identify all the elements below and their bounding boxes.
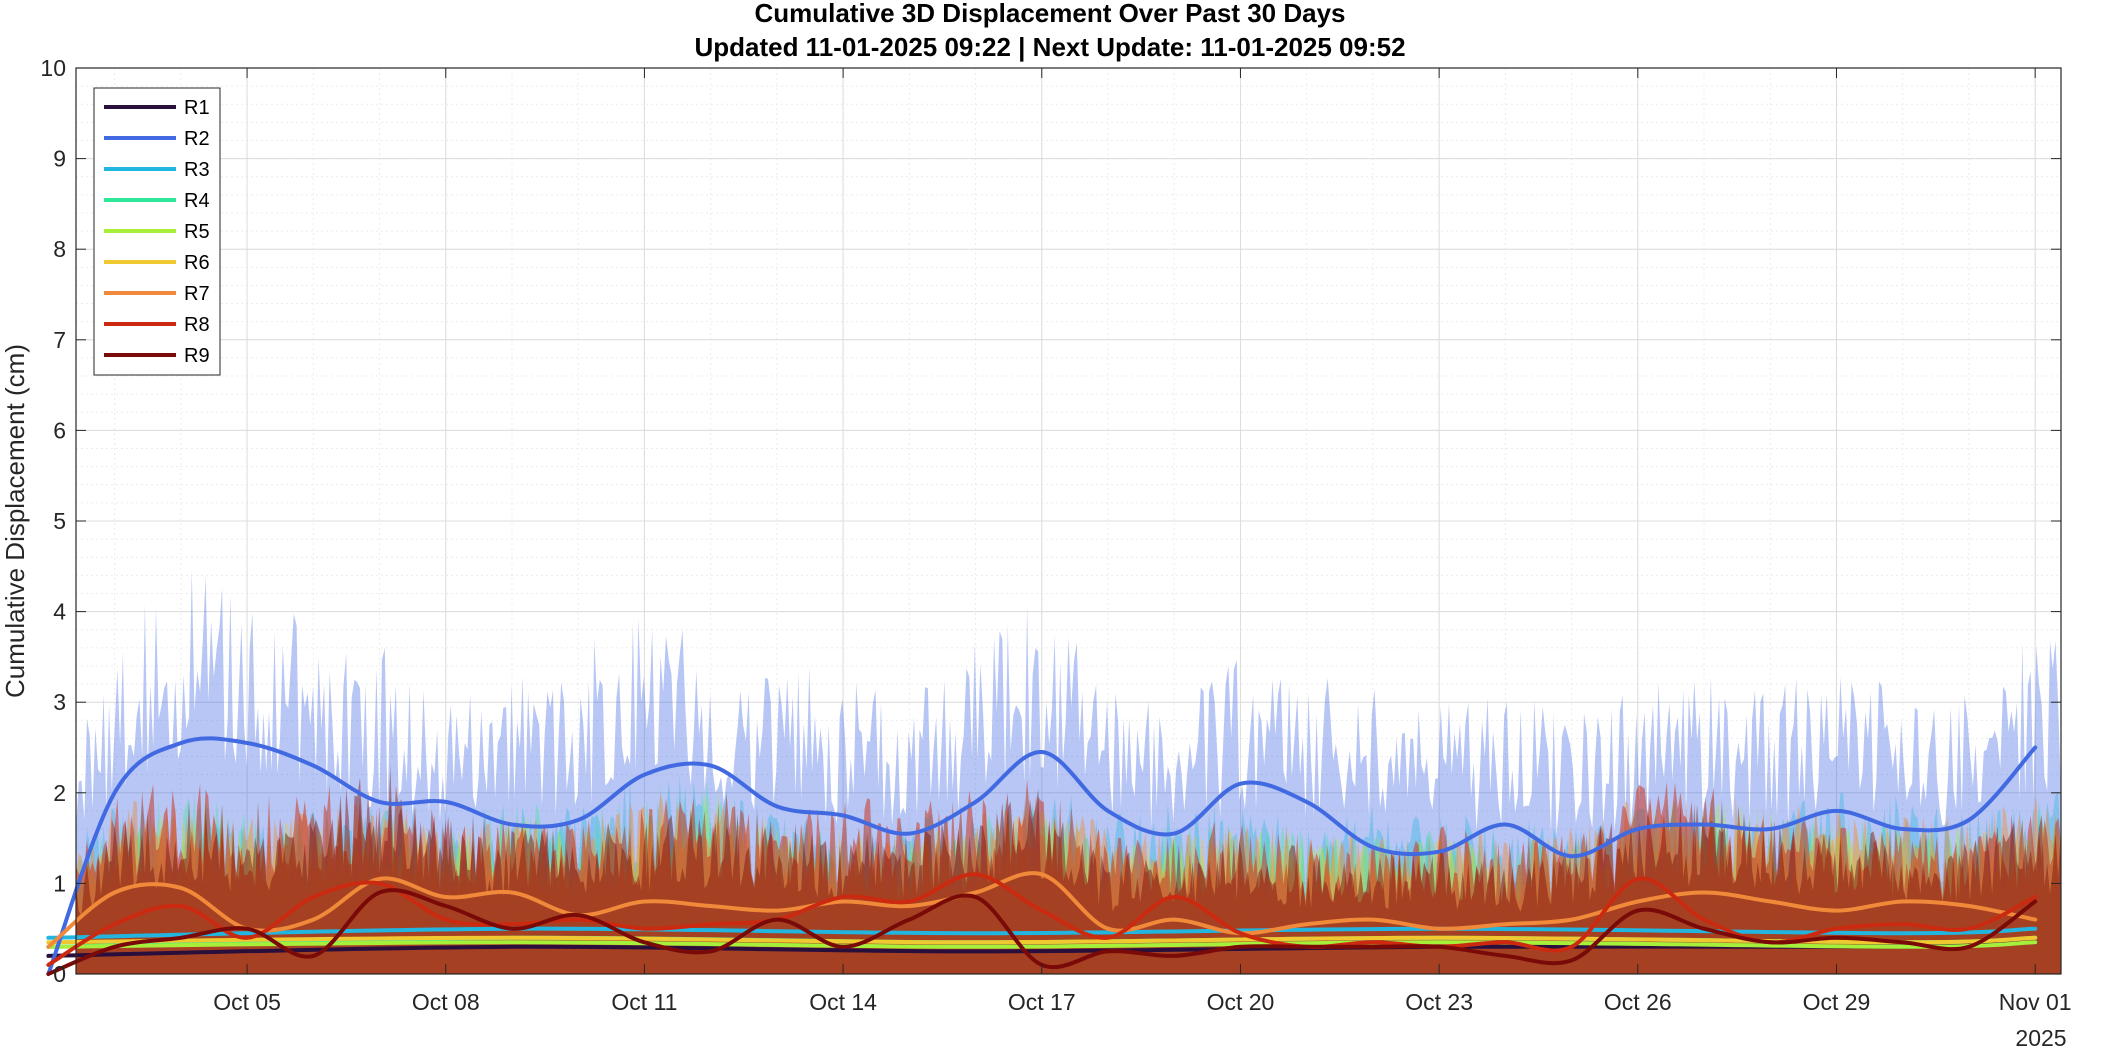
series-lines (46, 736, 2038, 976)
x-tick-label: Nov 01 (1999, 989, 2072, 1015)
series-line-r8 (46, 872, 2038, 967)
y-axis: 0 1 2 3 4 5 6 7 8 9 10 (40, 55, 2061, 987)
series-line-r6 (46, 935, 2038, 945)
x-tick-label: Oct 08 (412, 989, 480, 1015)
legend-label-r8: R8 (184, 314, 210, 336)
y-tick-label: 9 (53, 146, 66, 172)
legend-label-r1: R1 (184, 97, 210, 119)
legend-label-r7: R7 (184, 283, 210, 305)
y-tick-label: 3 (53, 689, 66, 715)
y-tick-label: 8 (53, 236, 66, 262)
series-line-r5 (46, 940, 2038, 949)
y-tick-label: 0 (53, 961, 66, 987)
x-axis: Oct 05 Oct 08 Oct 11 Oct 14 Oct 17 Oct 20 Oct … (213, 68, 2072, 1015)
legend-label-r4: R4 (184, 190, 210, 212)
x-tick-label: Oct 14 (809, 989, 877, 1015)
y-tick-label: 7 (53, 327, 66, 353)
x-tick-label: Oct 26 (1604, 989, 1672, 1015)
x-tick-label: Oct 17 (1008, 989, 1076, 1015)
x-tick-label: Oct 20 (1207, 989, 1275, 1015)
chart-subtitle: Updated 11-01-2025 09:22 | Next Update: … (694, 32, 1405, 62)
legend-label-r3: R3 (184, 159, 210, 181)
band-r8 (76, 779, 2061, 974)
legend-label-r2: R2 (184, 128, 210, 150)
legend-label-r9: R9 (184, 345, 210, 367)
y-tick-label: 6 (53, 417, 66, 443)
x-tick-label: Oct 23 (1405, 989, 1473, 1015)
y-tick-label: 1 (53, 870, 66, 896)
x-tick-label: Oct 29 (1803, 989, 1871, 1015)
series-line-r9 (46, 888, 2038, 976)
chart-title: Cumulative 3D Displacement Over Past 30 … (754, 0, 1345, 28)
x-tick-label: Oct 05 (213, 989, 281, 1015)
y-tick-label: 10 (40, 55, 66, 81)
y-tick-label: 4 (53, 599, 66, 625)
x-tick-label: Oct 11 (611, 989, 677, 1015)
legend-label-r5: R5 (184, 221, 210, 243)
y-tick-label: 2 (53, 780, 66, 806)
y-tick-label: 5 (53, 508, 66, 534)
series-line-r2 (46, 736, 2038, 976)
x-year-label: 2025 (2015, 1025, 2066, 1049)
y-axis-label: Cumulative Displacement (cm) (0, 344, 30, 698)
legend-label-r6: R6 (184, 252, 210, 274)
series-line-r3 (46, 926, 2038, 940)
legend: R1 R2 R3 R4 R5 R6 R7 R8 R9 (93, 87, 221, 376)
